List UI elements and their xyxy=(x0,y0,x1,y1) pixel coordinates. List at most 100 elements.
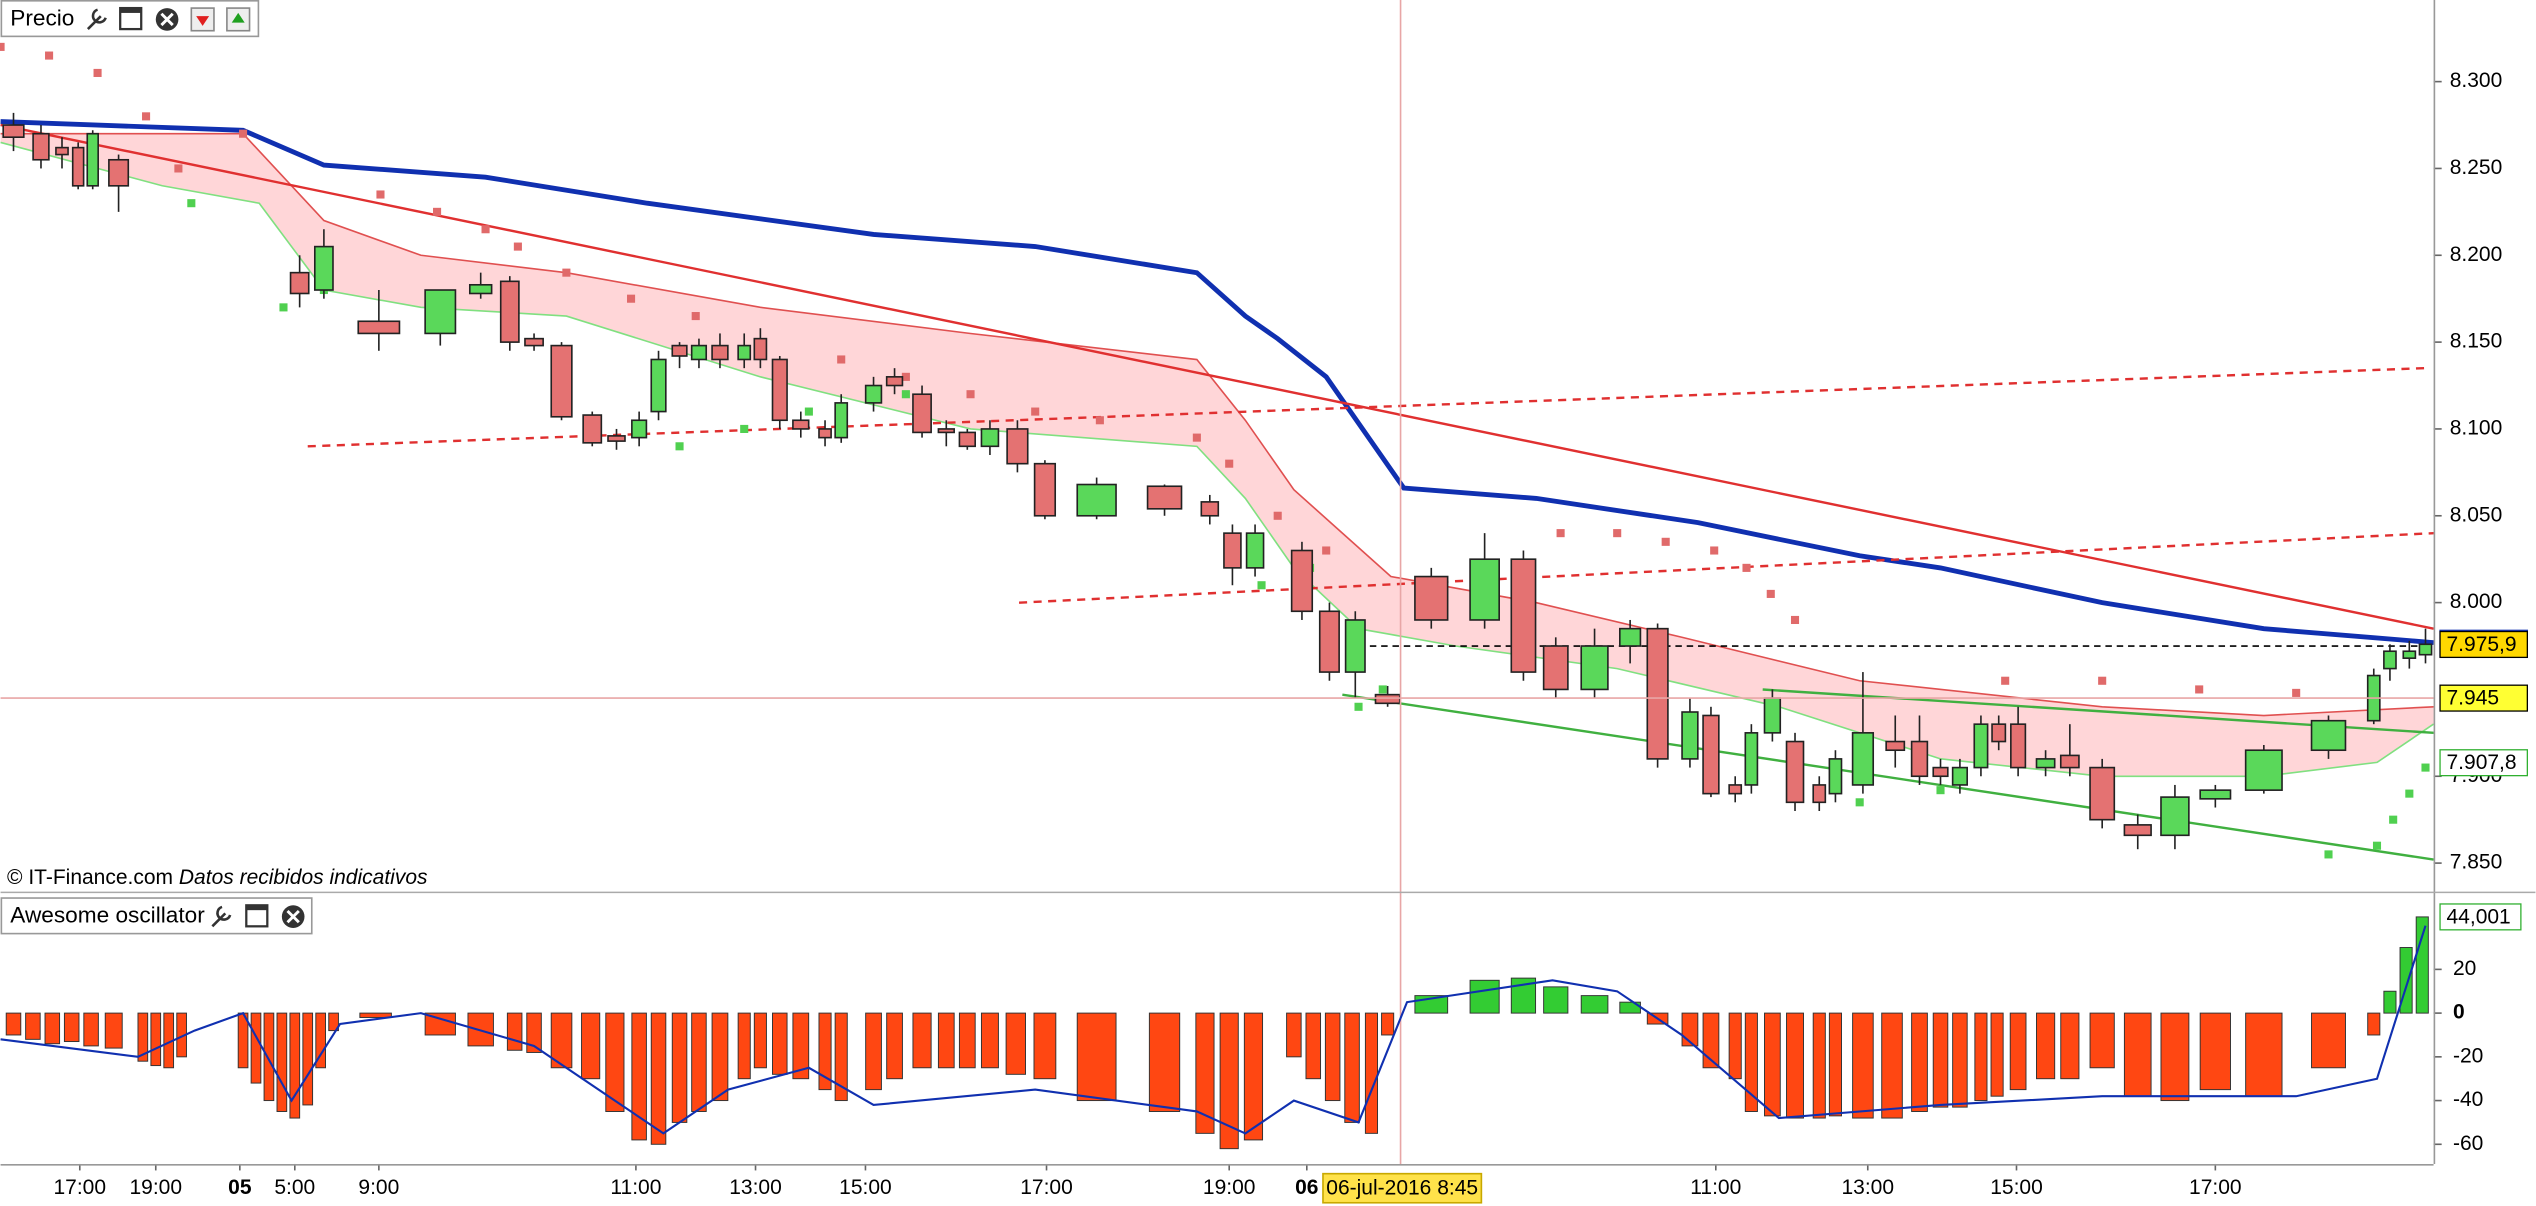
sar-dot xyxy=(804,407,813,416)
sar-dot xyxy=(1710,546,1719,555)
candle-body xyxy=(753,337,768,361)
sar-dot xyxy=(93,68,102,77)
sar-dot xyxy=(1790,615,1800,625)
sar-dot xyxy=(2292,688,2301,697)
price-label-box xyxy=(2439,684,2528,712)
ao-bar xyxy=(1974,1012,1988,1102)
candle-body xyxy=(2310,719,2347,752)
sar-dot xyxy=(2421,763,2430,772)
y-tick-label: 8.200 xyxy=(2450,243,2503,266)
candle-body xyxy=(1510,558,1537,673)
sar-dot xyxy=(1556,529,1565,538)
ao-bar xyxy=(1580,995,1609,1014)
value-label-box xyxy=(2439,903,2522,931)
ao-bar xyxy=(1786,1012,1804,1119)
settings-icon[interactable] xyxy=(211,905,232,928)
value-label: 44,001 xyxy=(2447,905,2511,928)
ao-bar xyxy=(104,1012,123,1049)
band-edge xyxy=(0,141,2435,778)
ao-bar xyxy=(792,1012,810,1080)
candle-body xyxy=(2418,643,2433,656)
ao-bar xyxy=(276,1012,288,1112)
sar-dot xyxy=(1742,563,1751,572)
candle-body xyxy=(885,376,904,387)
x-tick-label: 19:00 xyxy=(1203,1176,1256,1199)
y-tick-label: 7.850 xyxy=(2450,851,2503,874)
sar-dot xyxy=(1354,702,1363,711)
indicator-line xyxy=(0,123,2434,630)
sar-dot xyxy=(675,442,684,451)
ao-bar xyxy=(631,1012,647,1141)
ao-bar xyxy=(958,1012,976,1069)
candle-body xyxy=(1374,693,1401,705)
y-tick-label: -60 xyxy=(2453,1132,2483,1155)
ao-bar xyxy=(1812,1012,1826,1119)
ao-bar xyxy=(328,1012,339,1032)
candle-body xyxy=(1763,697,1782,734)
ao-bar xyxy=(605,1012,625,1112)
sar-dot xyxy=(901,390,910,399)
candle-body xyxy=(1910,740,1929,778)
y-tick-label: 8.150 xyxy=(2450,330,2503,353)
sar-dot xyxy=(740,424,749,433)
candle-body xyxy=(2089,766,2116,821)
sar-dot xyxy=(1766,589,1775,598)
ao-bar xyxy=(1148,1012,1181,1112)
candle-body xyxy=(524,337,544,347)
candle-body xyxy=(550,344,573,418)
candle-body xyxy=(1414,575,1449,621)
candle-body xyxy=(2402,650,2417,659)
sar-dot xyxy=(239,129,248,138)
candle-body xyxy=(2010,723,2027,769)
candle-body xyxy=(864,384,883,404)
ao-bar xyxy=(1881,1012,1903,1119)
ao-bar xyxy=(937,1012,955,1069)
candle-body xyxy=(55,146,69,156)
ao-bar xyxy=(834,1012,848,1102)
candle-body xyxy=(1991,723,2007,743)
ao-bar xyxy=(1033,1012,1057,1080)
ao-bar xyxy=(1286,1012,1302,1058)
candle-body xyxy=(1951,766,1968,786)
candle-body xyxy=(1744,732,1759,786)
ao-bar xyxy=(359,1012,392,1018)
ao-bar xyxy=(550,1012,573,1069)
signal-line xyxy=(0,925,2427,1135)
candle-body xyxy=(631,419,648,439)
x-tick-label: 5:00 xyxy=(274,1176,315,1199)
candle-body xyxy=(1851,732,1875,786)
candle-body xyxy=(1245,532,1265,569)
sar-dot xyxy=(481,225,490,234)
ao-bar xyxy=(263,1012,275,1102)
sar-dot xyxy=(1855,798,1864,807)
footer: © IT-Finance.com Datos recibidos indicat… xyxy=(7,865,428,888)
ao-bar xyxy=(25,1012,41,1040)
panel-title: Precio xyxy=(10,5,74,30)
candle-body xyxy=(958,431,976,448)
x-tick-label: 11:00 xyxy=(610,1176,661,1199)
ao-bar xyxy=(63,1012,80,1043)
ao-bar xyxy=(5,1012,22,1036)
ao-bar xyxy=(737,1012,751,1080)
candle-body xyxy=(86,132,99,187)
candle-body xyxy=(1702,714,1720,795)
ao-bar xyxy=(150,1012,162,1067)
candle-body xyxy=(834,402,849,439)
ao-bar xyxy=(1728,1012,1742,1080)
candle-body xyxy=(1932,766,1949,778)
candle-body xyxy=(771,358,788,422)
sar-dot xyxy=(376,190,385,199)
ao-bar xyxy=(2089,1012,2115,1069)
settings-icon[interactable] xyxy=(86,8,107,31)
price-label: 7.907,8 xyxy=(2447,751,2517,774)
y-tick-label: 20 xyxy=(2453,957,2476,980)
y-tick-label: 8.050 xyxy=(2450,503,2503,526)
candle-body xyxy=(711,344,729,361)
ao-bar xyxy=(1952,1012,1968,1108)
sar-dot xyxy=(2372,841,2382,850)
sar-dot xyxy=(837,355,846,364)
sar-dot xyxy=(1095,416,1104,425)
ao-bar xyxy=(1381,1012,1395,1036)
ao-bar xyxy=(1764,1012,1781,1117)
ao-bar xyxy=(83,1012,99,1047)
